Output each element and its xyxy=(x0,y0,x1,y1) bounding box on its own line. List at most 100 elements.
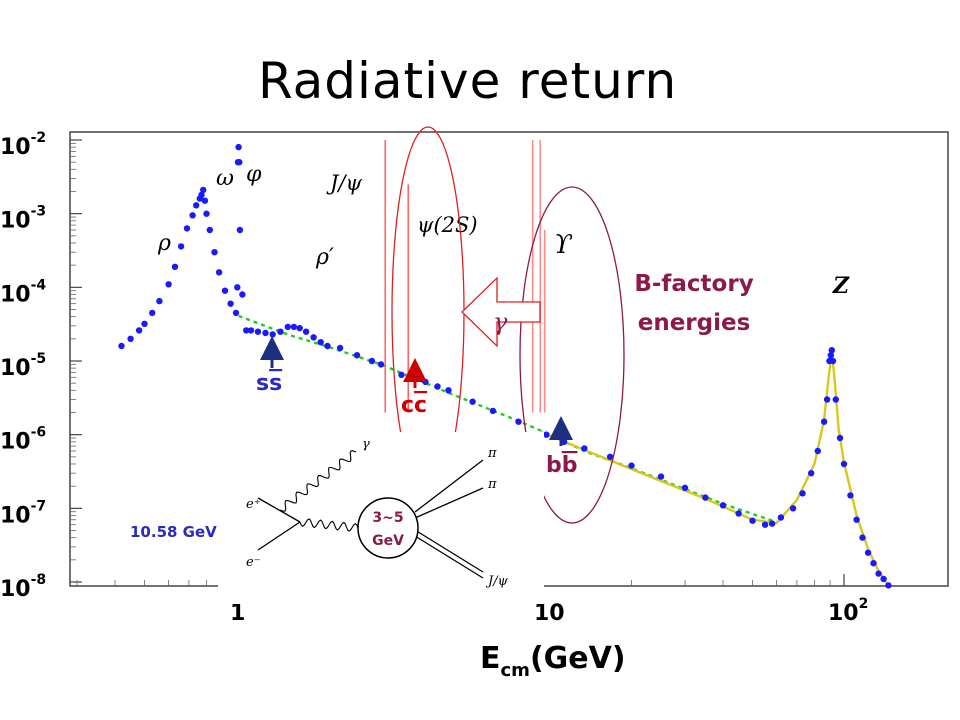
data-point xyxy=(789,505,797,512)
pion-line-2 xyxy=(414,487,484,519)
data-point xyxy=(885,582,892,589)
data-point xyxy=(201,197,209,204)
data-point xyxy=(227,300,234,307)
label-phi: φ xyxy=(246,162,262,187)
fit-curve-2 xyxy=(539,351,890,587)
data-point xyxy=(183,225,191,232)
data-point xyxy=(828,347,835,354)
data-point xyxy=(880,575,887,583)
data-point xyxy=(232,309,240,317)
x-tick-label: 1 xyxy=(230,601,245,626)
data-point xyxy=(221,287,229,294)
virtual-photon-line xyxy=(299,518,359,532)
hadron-mass-line2: GeV xyxy=(372,533,404,549)
data-point xyxy=(215,269,223,276)
y-tick-label: 10-5 xyxy=(0,351,46,381)
y-tick-label: 10-3 xyxy=(0,204,46,234)
jpsi-line-a xyxy=(414,529,484,573)
data-point xyxy=(156,297,163,305)
fit-curve-1 xyxy=(238,314,777,524)
data-point xyxy=(875,570,882,577)
data-point xyxy=(189,212,196,219)
data-point xyxy=(719,502,727,509)
data-point xyxy=(377,361,385,368)
data-point xyxy=(777,514,785,521)
isr-photon-line xyxy=(279,450,357,512)
data-point xyxy=(808,470,815,477)
data-point xyxy=(836,434,844,442)
electron-line-in xyxy=(257,497,301,523)
data-point xyxy=(606,453,614,460)
data-point xyxy=(141,320,148,327)
data-point xyxy=(193,202,200,209)
data-point xyxy=(296,324,303,332)
data-point xyxy=(234,284,241,291)
data-point xyxy=(243,327,250,334)
label-psi2s: ψ(2S) xyxy=(417,213,478,237)
bfactory-label-line1: B-factory xyxy=(634,271,753,297)
label-upsilon: ϒ xyxy=(554,230,573,260)
data-point xyxy=(200,186,207,194)
data-point xyxy=(353,352,361,359)
y-tick-label: 10-7 xyxy=(0,498,46,528)
data-point xyxy=(827,352,834,359)
data-point xyxy=(317,339,324,346)
resonance-spikes xyxy=(384,140,546,413)
feynman-diagram: 3~5 GeV e⁺ e⁻ γ π π J/ψ xyxy=(246,437,509,589)
data-point xyxy=(236,226,244,234)
y-tick-label: 10-6 xyxy=(0,425,46,455)
data-point xyxy=(165,281,172,288)
data-point xyxy=(628,462,635,469)
data-point xyxy=(657,473,665,480)
radiative-return-arrow xyxy=(461,276,541,348)
data-point xyxy=(262,329,269,337)
feynman-label-e-minus: e⁻ xyxy=(246,555,261,570)
data-point xyxy=(284,323,291,331)
x-axis-label: Ecm(GeV) xyxy=(480,641,626,681)
data-point xyxy=(368,357,376,365)
x-tick-label: 10 xyxy=(534,601,565,626)
data-point xyxy=(247,327,255,334)
data-point xyxy=(761,521,769,528)
gamma-arrow-label: γ xyxy=(493,308,508,336)
data-point xyxy=(581,445,588,452)
data-point xyxy=(768,520,776,527)
data-point xyxy=(236,159,243,166)
data-point xyxy=(681,484,689,491)
ss-label: ss xyxy=(256,371,282,396)
hadron-mass-line1: 3~5 xyxy=(372,510,403,526)
data-point xyxy=(235,143,242,151)
data-point xyxy=(832,396,839,403)
label-omega: ω xyxy=(216,166,234,191)
label-z: Z xyxy=(832,273,850,299)
bfactory-label-line2: energies xyxy=(638,310,751,336)
data-point xyxy=(469,398,476,405)
data-point xyxy=(149,309,156,317)
feynman-label-jpsi: J/ψ xyxy=(485,574,509,589)
data-point xyxy=(814,447,821,455)
positron-line-in xyxy=(257,521,301,551)
y-tick-label: 10-4 xyxy=(0,277,46,307)
data-point xyxy=(543,431,550,438)
data-point xyxy=(135,327,143,334)
ecm-value-label: 10.58 GeV xyxy=(130,523,217,541)
data-point xyxy=(799,490,806,497)
data-point xyxy=(859,534,866,541)
cc-label: cc xyxy=(401,393,427,418)
data-point xyxy=(198,191,205,199)
data-point xyxy=(206,226,213,234)
label-rho-prime: ρ′ xyxy=(315,245,334,270)
data-point xyxy=(127,335,134,342)
data-point xyxy=(434,383,441,390)
data-point xyxy=(310,334,317,341)
data-point xyxy=(269,331,276,338)
feynman-label-pi2: π xyxy=(487,477,497,492)
data-point xyxy=(290,323,298,331)
data-point xyxy=(853,516,860,523)
data-points xyxy=(118,143,892,589)
label-rho: ρ xyxy=(157,231,171,256)
data-point xyxy=(489,407,497,415)
data-point xyxy=(398,371,405,378)
data-point xyxy=(171,263,179,270)
pion-line-1 xyxy=(414,459,484,513)
